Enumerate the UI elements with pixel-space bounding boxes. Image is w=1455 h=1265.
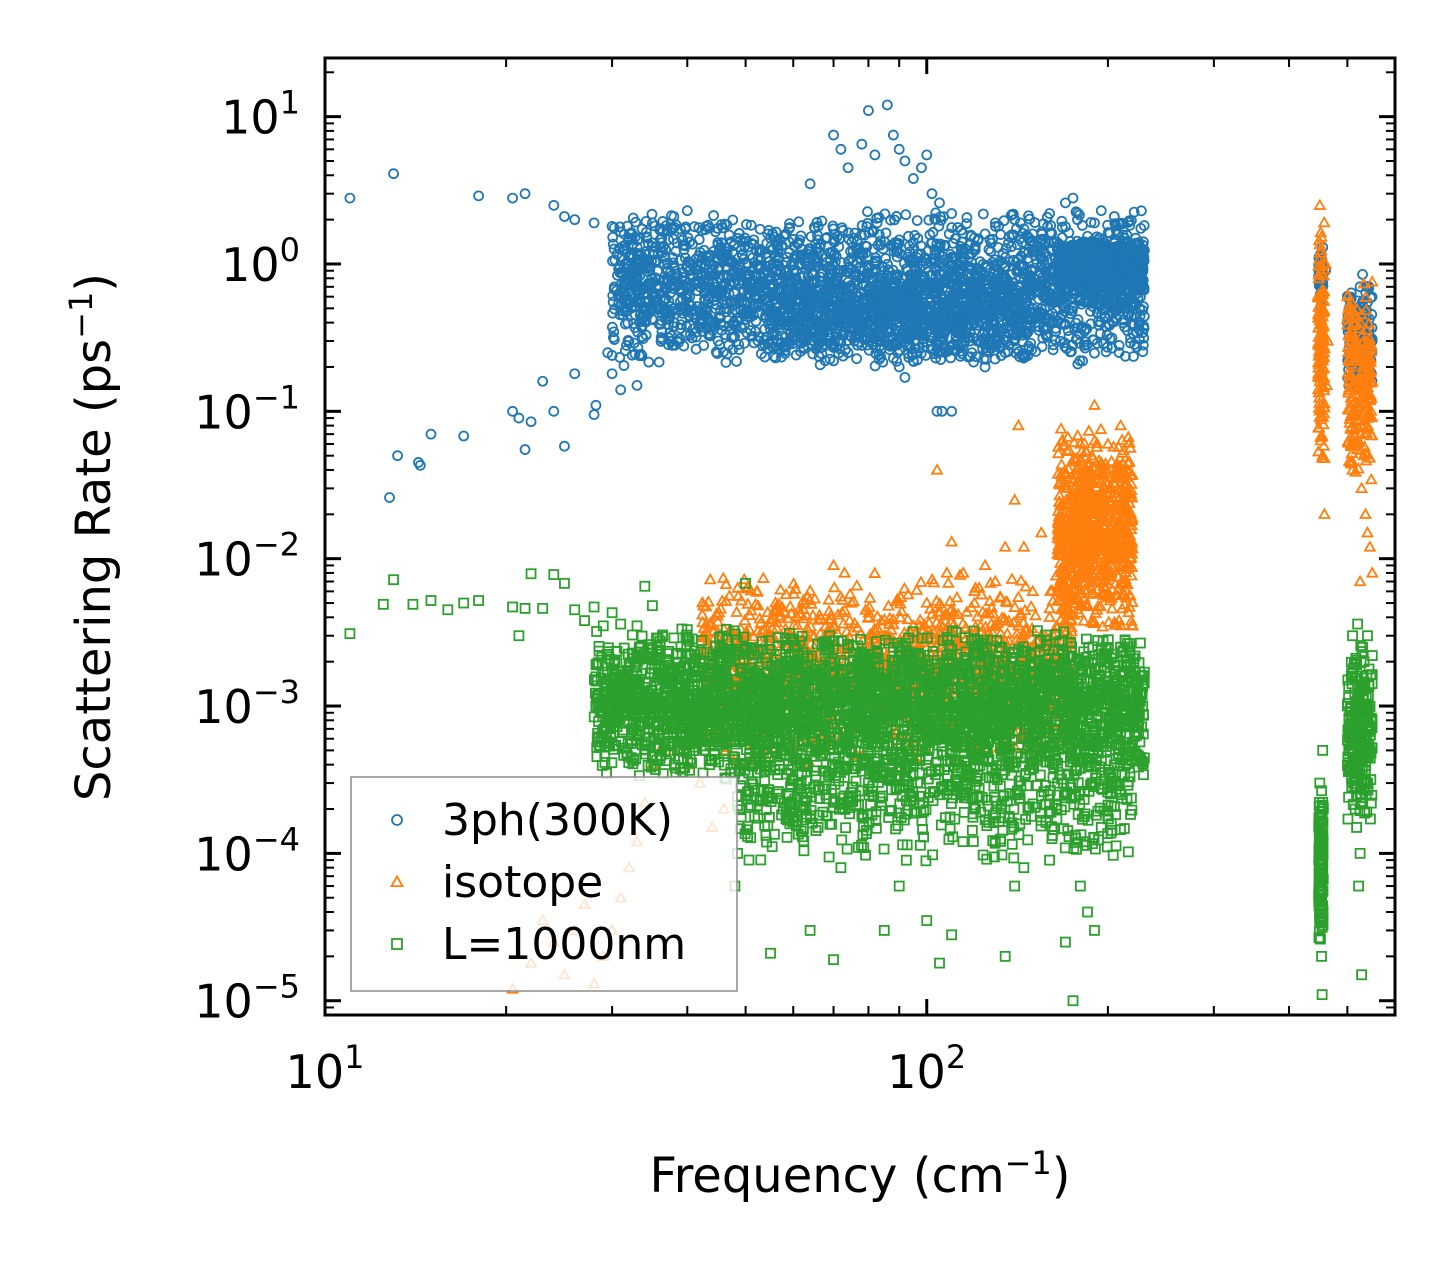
3ph-300k--point	[727, 214, 739, 226]
3ph-300k--point	[425, 428, 437, 440]
isotope-point	[756, 571, 770, 583]
3ph-300k--point	[887, 129, 899, 141]
3ph-300k--point	[473, 190, 485, 202]
isotope-point	[716, 571, 730, 583]
3ph-300k--point	[698, 340, 710, 351]
3ph-300k--point	[548, 199, 560, 211]
isotope-point	[1024, 599, 1038, 612]
3ph-300k--point	[856, 138, 868, 150]
3ph-300k--point	[344, 192, 356, 204]
3ph-300k--point	[923, 214, 935, 226]
isotope-point	[950, 590, 964, 603]
3ph-300k--point	[513, 412, 525, 424]
3ph-300k--point	[911, 215, 923, 226]
3ph-300k--point	[708, 210, 719, 221]
3ph-300k--point	[907, 173, 919, 184]
3ph-300k--point	[569, 368, 581, 380]
isotope-point	[863, 591, 877, 603]
isotope-point	[719, 577, 733, 590]
3ph-300k--point	[851, 353, 863, 365]
3ph-300k--point	[588, 409, 600, 421]
3ph-300k--point	[507, 192, 518, 204]
3ph-300k--point	[863, 105, 874, 116]
3ph-300k--point	[828, 129, 839, 141]
3ph-300k--point	[392, 450, 403, 462]
3ph-300k--point	[519, 188, 531, 200]
3ph-300k--point	[525, 416, 537, 428]
3ph-300k--point	[1135, 205, 1147, 217]
3ph-300k--point	[862, 206, 873, 218]
isotope-point	[1005, 572, 1019, 584]
3ph-300k--point	[977, 208, 989, 220]
3ph-300k--point	[881, 99, 893, 111]
3ph-300k--point	[519, 444, 531, 455]
3ph-300k--point	[900, 209, 912, 221]
3ph-300k--point	[899, 155, 911, 167]
3ph-300k--point	[916, 162, 927, 174]
3ph-300k--point	[631, 379, 643, 391]
3ph-300k--point	[995, 229, 1007, 240]
3ph-300k--point	[835, 143, 847, 155]
3ph-300k--point	[793, 216, 805, 228]
3ph-300k--point	[388, 168, 399, 180]
3ph-300k--point	[946, 405, 958, 417]
3ph-300k--point	[414, 459, 426, 471]
3ph-300k--point	[946, 208, 958, 219]
3ph-300k--point	[640, 215, 652, 227]
3ph-300k--point	[537, 375, 549, 387]
3ph-300k--point	[1357, 268, 1368, 280]
3ph-300k--point	[1076, 220, 1088, 231]
3ph-300k--point	[569, 214, 581, 226]
3ph-300k--point	[849, 227, 861, 239]
3ph-300k--point	[681, 205, 693, 217]
isotope-point	[827, 580, 841, 593]
3ph-300k--point	[903, 230, 914, 242]
3ph-300k--point	[842, 162, 854, 174]
3ph-300k--point	[1095, 205, 1107, 217]
3ph-300k--point	[921, 149, 933, 161]
3ph-300k--point	[804, 178, 816, 190]
3ph-300k--point	[606, 368, 618, 380]
3ph-300k--point	[693, 234, 705, 245]
3ph-300k--point	[653, 356, 665, 368]
3ph-300k--point	[934, 197, 945, 209]
series-0	[344, 99, 1378, 503]
3ph-300k--point	[384, 492, 395, 503]
3ph-300k--point	[731, 355, 742, 367]
3ph-300k--point	[693, 222, 705, 234]
3ph-300k--point	[559, 211, 570, 222]
3ph-300k--point	[643, 356, 655, 368]
isotope-point	[783, 599, 797, 612]
3ph-300k--point	[1089, 347, 1100, 359]
3ph-300k--point	[606, 321, 618, 333]
3ph-300k--point	[615, 384, 627, 396]
3ph-300k--point	[961, 212, 973, 223]
3ph-300k--point	[618, 360, 630, 371]
3ph-300k--point	[637, 333, 649, 344]
3ph-300k--point	[893, 361, 905, 373]
3ph-300k--point	[899, 371, 911, 383]
isotope-point	[850, 579, 864, 591]
isotope-point	[868, 566, 882, 578]
3ph-300k--point	[926, 188, 938, 200]
3ph-300k--point	[869, 149, 881, 161]
data-points	[344, 99, 1379, 1007]
3ph-300k--point	[745, 219, 757, 231]
3ph-300k--point	[979, 228, 991, 240]
3ph-300k--point	[1047, 344, 1059, 356]
3ph-300k--point	[548, 405, 560, 417]
3ph-300k--point	[630, 216, 642, 228]
3ph-300k--point	[458, 430, 470, 442]
3ph-300k--point	[909, 229, 921, 241]
3ph-300k--point	[1067, 192, 1079, 204]
isotope-point	[941, 576, 955, 588]
isotope-point	[914, 575, 928, 587]
3ph-300k--point	[893, 143, 905, 155]
3ph-300k--point	[559, 440, 570, 452]
3ph-300k--point	[961, 218, 972, 230]
3ph-300k--point	[588, 217, 600, 229]
3ph-300k--point	[590, 399, 602, 411]
